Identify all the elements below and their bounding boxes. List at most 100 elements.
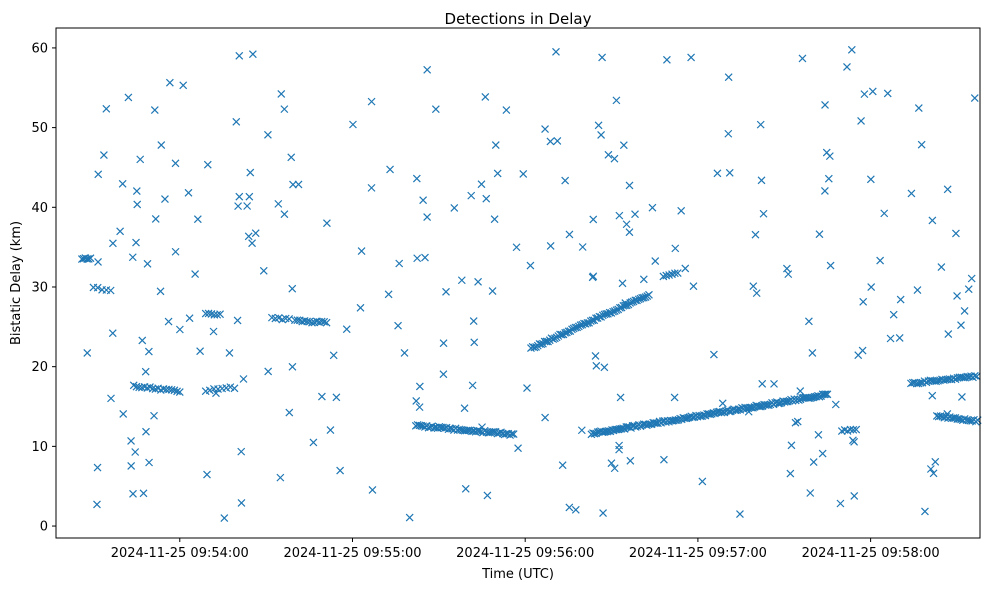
detection-point — [671, 244, 680, 253]
y-tick-label: 50 — [31, 121, 48, 136]
detection-point — [141, 367, 150, 376]
detection-point — [713, 169, 722, 178]
detection-point — [883, 89, 892, 98]
detection-point — [698, 477, 707, 486]
detection-point — [107, 394, 115, 403]
detection-point — [116, 227, 125, 236]
detection-point — [232, 117, 241, 126]
x-axis-label: Time (UTC) — [481, 567, 554, 582]
detection-point — [133, 200, 142, 209]
y-tick-label: 30 — [31, 280, 48, 295]
detection-point — [263, 130, 272, 139]
detection-point — [460, 404, 469, 413]
detection-point — [670, 269, 679, 278]
detection-point — [578, 243, 587, 251]
detection-point — [245, 192, 254, 201]
detection-point — [431, 105, 440, 114]
detection-point — [625, 228, 634, 237]
detection-point — [83, 348, 92, 357]
detection-point — [821, 390, 830, 399]
detection-point — [610, 464, 619, 473]
detection-point — [747, 403, 756, 412]
detection-point — [612, 306, 621, 315]
detection-point — [736, 510, 744, 519]
detection-point — [220, 514, 229, 522]
detection-point — [895, 333, 904, 342]
detection-point — [461, 484, 470, 493]
detection-point — [770, 379, 778, 388]
detection-point — [367, 97, 376, 106]
detection-point — [615, 441, 624, 450]
detection-point — [400, 348, 409, 357]
detection-point — [457, 276, 466, 285]
detection-point — [94, 170, 103, 179]
detection-point — [356, 303, 365, 312]
detection-point — [957, 393, 966, 401]
detection-point — [502, 106, 511, 114]
detection-point — [589, 272, 598, 281]
detection-point — [84, 254, 93, 263]
detection-point — [561, 176, 570, 185]
detection-point — [928, 216, 937, 225]
detection-point — [604, 150, 613, 159]
detection-point — [850, 491, 859, 500]
detection-point — [205, 386, 214, 395]
detection-point — [709, 350, 718, 359]
detection-point — [814, 430, 823, 439]
detection-point — [488, 287, 497, 295]
detection-point — [493, 169, 502, 178]
detection-point — [921, 507, 929, 516]
detection-point — [230, 384, 239, 393]
detection-point — [246, 168, 255, 177]
y-tick-label: 0 — [40, 520, 48, 535]
detection-point — [744, 407, 753, 416]
detection-point — [450, 204, 459, 212]
detection-point — [889, 310, 898, 319]
detection-point — [541, 125, 549, 134]
x-tick-label: 2024-11-25 09:58:00 — [802, 546, 940, 561]
detection-point — [607, 459, 616, 468]
detection-point — [129, 489, 137, 498]
detection-point — [907, 189, 916, 198]
detection-point — [150, 411, 158, 420]
detection-point — [248, 239, 257, 248]
detection-point — [546, 242, 555, 250]
detection-point — [796, 387, 805, 396]
detection-point — [248, 50, 257, 59]
detection-point — [631, 210, 639, 219]
detection-point — [614, 425, 623, 434]
detection-point — [960, 306, 969, 315]
detection-point — [173, 387, 181, 396]
detection-point — [786, 469, 795, 478]
detection-point — [639, 275, 648, 284]
detection-point — [784, 270, 793, 279]
detection-point — [127, 437, 135, 445]
y-tick-label: 10 — [31, 440, 48, 455]
detection-point — [866, 175, 875, 184]
detection-point — [106, 286, 115, 295]
x-tick-label: 2024-11-25 09:56:00 — [456, 546, 594, 561]
detection-point — [322, 219, 331, 228]
detection-point — [507, 429, 516, 438]
detection-point — [787, 441, 796, 450]
detection-point — [843, 62, 851, 71]
detection-point — [405, 513, 414, 522]
detection-point — [118, 179, 127, 188]
detection-point — [791, 418, 800, 427]
detection-point — [724, 73, 733, 82]
detection-point — [332, 393, 341, 402]
detection-point — [184, 188, 193, 197]
detection-point — [329, 351, 338, 360]
detection-point — [234, 202, 243, 211]
detection-point — [196, 347, 205, 356]
detection-point — [127, 461, 136, 470]
detection-point — [836, 499, 845, 508]
detection-point — [171, 247, 180, 256]
detection-point — [322, 318, 331, 327]
detection-point — [625, 181, 634, 190]
detection-point — [326, 426, 335, 434]
detection-point — [204, 309, 213, 318]
detection-point — [957, 321, 965, 330]
detection-point — [972, 372, 981, 381]
